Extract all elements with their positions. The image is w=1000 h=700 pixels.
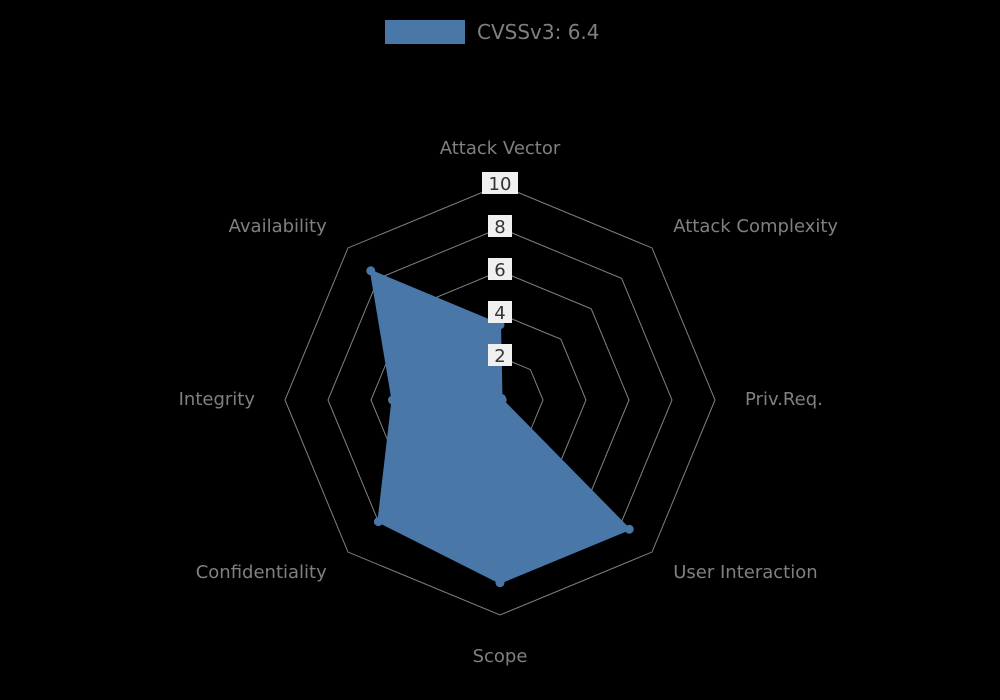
tick-label: 10 xyxy=(489,174,512,195)
axis-label: Attack Vector xyxy=(440,138,561,159)
axis-label: Attack Complexity xyxy=(673,216,838,237)
data-point xyxy=(625,525,633,533)
legend: CVSSv3: 6.4 xyxy=(385,20,600,44)
axis-label: User Interaction xyxy=(673,562,817,583)
axis-label: Scope xyxy=(473,646,528,667)
data-point xyxy=(367,267,375,275)
data-point xyxy=(498,396,506,404)
data-point xyxy=(374,518,382,526)
axis-label: Availability xyxy=(229,216,327,237)
data-point xyxy=(496,579,504,587)
legend-swatch xyxy=(385,20,465,44)
tick-label: 6 xyxy=(494,260,505,281)
legend-label: CVSSv3: 6.4 xyxy=(477,20,600,44)
tick-label: 8 xyxy=(494,217,505,238)
tick-label: 2 xyxy=(494,346,505,367)
axis-label: Confidentiality xyxy=(196,562,327,583)
data-point xyxy=(389,396,397,404)
axis-label: Integrity xyxy=(179,389,256,410)
tick-label: 4 xyxy=(494,303,505,324)
cvss-radar-chart: Attack Vector Attack Complexity Priv.Req. U… xyxy=(0,0,1000,700)
axis-label: Priv.Req. xyxy=(745,389,823,410)
